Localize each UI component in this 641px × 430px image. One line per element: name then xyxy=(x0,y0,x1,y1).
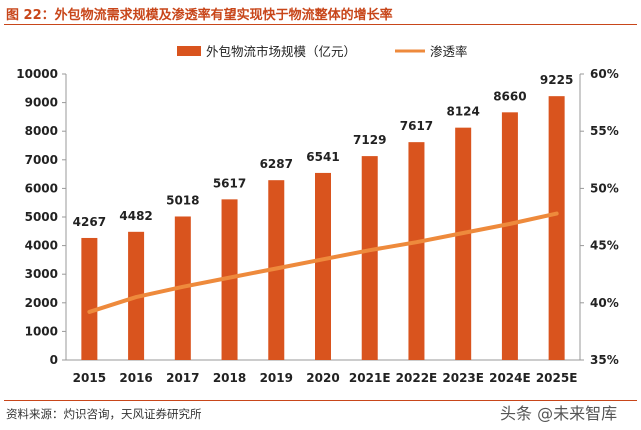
x-tick-label: 2024E xyxy=(489,371,531,385)
y-tick-label-left: 10000 xyxy=(16,67,58,81)
y-tick-label-right: 40% xyxy=(590,296,619,310)
bar xyxy=(408,142,425,360)
bar-value-label: 6287 xyxy=(260,157,293,171)
penetration-line xyxy=(87,211,559,314)
data-labels: 4267 4482 5018 5617 6287 6541 7129 7617 8124 8660… xyxy=(73,73,574,229)
y-tick-label-left: 6000 xyxy=(25,181,58,195)
bar xyxy=(501,112,518,360)
bar-value-label: 9225 xyxy=(540,73,573,87)
legend: 外包物流市场规模（亿元） 渗透率 xyxy=(177,44,468,59)
y-tick-label-left: 9000 xyxy=(25,96,58,110)
x-tick-label: 2017 xyxy=(166,371,199,385)
y-tick-label-left: 1000 xyxy=(25,324,58,338)
y-tick-label-left: 8000 xyxy=(25,124,58,138)
title-divider xyxy=(4,24,637,25)
y-tick-label-right: 55% xyxy=(590,124,619,138)
chart: 外包物流市场规模（亿元） 渗透率 0 1000 2000 3000 4000 5000 60… xyxy=(16,44,618,385)
bar xyxy=(455,127,472,361)
watermark-text: 头条 @未来智库 xyxy=(500,404,618,423)
axes: 0 1000 2000 3000 4000 5000 6000 7000 8000 9000 100… xyxy=(16,67,618,385)
y-tick-label-left: 7000 xyxy=(25,153,58,167)
source-note: 资料来源：灼识咨询，天风证券研究所 xyxy=(6,407,202,421)
y-tick-label-right: 45% xyxy=(590,239,619,253)
x-tick-label: 2019 xyxy=(260,371,293,385)
bar-value-label: 7129 xyxy=(353,133,386,147)
bar-value-label: 7617 xyxy=(400,119,433,133)
y-tick-label-right: 35% xyxy=(590,353,619,367)
legend-bar-swatch xyxy=(177,46,201,56)
bar-value-label: 8660 xyxy=(493,89,526,103)
x-tick-label: 2016 xyxy=(119,371,152,385)
y-tick-label-left: 5000 xyxy=(25,210,58,224)
x-tick-label: 2023E xyxy=(442,371,484,385)
bar xyxy=(221,199,238,360)
x-tick-label: 2018 xyxy=(213,371,246,385)
y-tick-label-left: 2000 xyxy=(25,296,58,310)
bar-value-label: 4482 xyxy=(119,209,152,223)
bar xyxy=(548,96,565,360)
watermark: 头条 @未来智库 xyxy=(500,400,617,424)
x-tick-label: 2021E xyxy=(349,371,391,385)
x-tick-label: 2022E xyxy=(396,371,438,385)
bar-value-label: 8124 xyxy=(446,105,479,119)
x-tick-label: 2020 xyxy=(306,371,339,385)
y-tick-label-left: 0 xyxy=(50,353,58,367)
y-tick-label-right: 60% xyxy=(590,67,619,81)
x-tick-label: 2015 xyxy=(73,371,106,385)
y-tick-label-left: 4000 xyxy=(25,239,58,253)
figure-title: 图 22：外包物流需求规模及渗透率有望实现快于物流整体的增长率 xyxy=(6,8,393,23)
legend-line-label: 渗透率 xyxy=(430,44,468,59)
y-tick-label-right: 50% xyxy=(590,181,619,195)
x-tick-label: 2025E xyxy=(536,371,578,385)
bar-value-label: 4267 xyxy=(73,215,106,229)
legend-bar-label: 外包物流市场规模（亿元） xyxy=(206,44,356,59)
bottom-divider xyxy=(4,400,637,401)
bar-value-label: 5018 xyxy=(166,193,199,207)
penetration-line-path xyxy=(87,211,559,314)
bar-value-label: 6541 xyxy=(306,150,339,164)
y-tick-label-left: 3000 xyxy=(25,267,58,281)
bar xyxy=(315,172,331,360)
bar-value-label: 5617 xyxy=(213,176,246,190)
bar xyxy=(361,156,378,360)
bar xyxy=(81,237,98,360)
